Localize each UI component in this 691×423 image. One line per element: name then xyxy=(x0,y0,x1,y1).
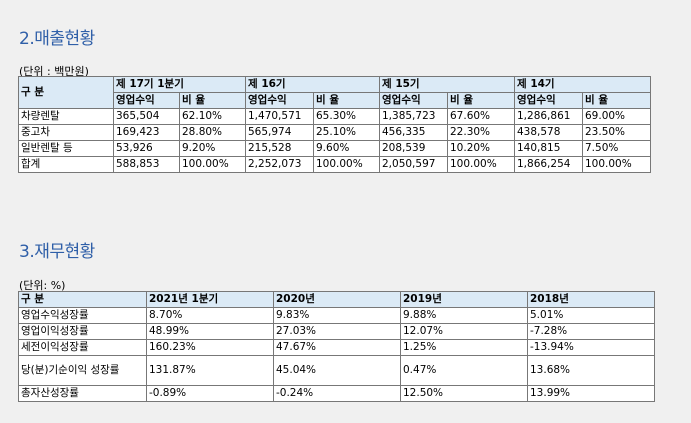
table-cell: 5.01% xyxy=(527,307,655,324)
table-cell: 9.88% xyxy=(400,307,528,324)
row-label: 세전이익성장률 xyxy=(18,339,147,356)
table-cell: 208,539 xyxy=(379,140,448,157)
table-cell: 47.67% xyxy=(273,339,401,356)
table-cell: 23.50% xyxy=(582,124,651,141)
finance-section-title: 3.재무현황 xyxy=(19,242,95,262)
revenue-subheader: 영업수익 xyxy=(514,92,583,109)
table-cell: 2,252,073 xyxy=(245,156,314,173)
sales-section-title: 2.매출현황 xyxy=(19,29,95,49)
table-cell: 13.99% xyxy=(527,385,655,402)
table-row: 총자산성장률 -0.89% -0.24% 12.50% 13.99% xyxy=(18,385,655,402)
sales-unit-label: (단위 : 백만원) xyxy=(19,65,89,78)
table-cell: 67.60% xyxy=(447,108,515,125)
table-cell: 62.10% xyxy=(179,108,246,125)
table-cell: 9.20% xyxy=(179,140,246,157)
row-label: 중고차 xyxy=(18,124,114,141)
table-cell: 140,815 xyxy=(514,140,583,157)
finance-corner-header: 구 분 xyxy=(18,291,147,308)
sales-table: 구 분 제 17기 1분기 제 16기 제 15기 제 14기 영업수익 비 율… xyxy=(18,76,651,173)
row-label: 합계 xyxy=(18,156,114,173)
table-cell: 48.99% xyxy=(146,323,274,340)
year-header: 2021년 1분기 xyxy=(146,291,274,308)
period-header: 제 16기 xyxy=(245,76,380,93)
sales-corner-header: 구 분 xyxy=(18,76,114,109)
table-cell: 565,974 xyxy=(245,124,314,141)
table-cell: 9.60% xyxy=(313,140,380,157)
ratio-subheader: 비 율 xyxy=(313,92,380,109)
year-header: 2019년 xyxy=(400,291,528,308)
revenue-subheader: 영업수익 xyxy=(113,92,180,109)
table-cell: 53,926 xyxy=(113,140,180,157)
table-row: 중고차 169,423 28.80% 565,974 25.10% 456,33… xyxy=(18,124,651,141)
table-cell: 160.23% xyxy=(146,339,274,356)
row-label: 일반렌탈 등 xyxy=(18,140,114,157)
table-cell: 65.30% xyxy=(313,108,380,125)
ratio-subheader: 비 율 xyxy=(447,92,515,109)
row-label: 총자산성장률 xyxy=(18,385,147,402)
table-cell: 438,578 xyxy=(514,124,583,141)
table-row: 당(분)기순이익 성장률 131.87% 45.04% 0.47% 13.68% xyxy=(18,355,655,386)
table-cell: 365,504 xyxy=(113,108,180,125)
revenue-subheader: 영업수익 xyxy=(379,92,448,109)
revenue-subheader: 영업수익 xyxy=(245,92,314,109)
table-cell: -7.28% xyxy=(527,323,655,340)
finance-table: 구 분 2021년 1분기 2020년 2019년 2018년 영업수익성장률 … xyxy=(18,291,655,402)
finance-unit-label: (단위: %) xyxy=(19,279,66,292)
row-label: 차량렌탈 xyxy=(18,108,114,125)
table-row: 일반렌탈 등 53,926 9.20% 215,528 9.60% 208,53… xyxy=(18,140,651,157)
period-header: 제 14기 xyxy=(514,76,651,93)
table-row: 영업이익성장률 48.99% 27.03% 12.07% -7.28% xyxy=(18,323,655,340)
table-row: 차량렌탈 365,504 62.10% 1,470,571 65.30% 1,3… xyxy=(18,108,651,125)
table-cell: 1,286,861 xyxy=(514,108,583,125)
table-cell: 456,335 xyxy=(379,124,448,141)
table-cell: 0.47% xyxy=(400,355,528,386)
year-header: 2020년 xyxy=(273,291,401,308)
table-cell: 215,528 xyxy=(245,140,314,157)
table-row: 영업수익성장률 8.70% 9.83% 9.88% 5.01% xyxy=(18,307,655,324)
table-cell: 1,866,254 xyxy=(514,156,583,173)
table-cell: 100.00% xyxy=(313,156,380,173)
table-cell: 131.87% xyxy=(146,355,274,386)
table-cell: -13.94% xyxy=(527,339,655,356)
table-cell: 12.07% xyxy=(400,323,528,340)
table-cell: 69.00% xyxy=(582,108,651,125)
table-cell: 25.10% xyxy=(313,124,380,141)
row-label: 영업이익성장률 xyxy=(18,323,147,340)
table-cell: -0.89% xyxy=(146,385,274,402)
table-cell: 2,050,597 xyxy=(379,156,448,173)
table-cell: 22.30% xyxy=(447,124,515,141)
row-label: 당(분)기순이익 성장률 xyxy=(18,355,147,386)
table-cell: 8.70% xyxy=(146,307,274,324)
table-cell: 1.25% xyxy=(400,339,528,356)
table-cell: 100.00% xyxy=(447,156,515,173)
period-header: 제 15기 xyxy=(379,76,515,93)
table-cell: 100.00% xyxy=(582,156,651,173)
table-cell: 100.00% xyxy=(179,156,246,173)
table-cell: 10.20% xyxy=(447,140,515,157)
table-cell: 12.50% xyxy=(400,385,528,402)
year-header: 2018년 xyxy=(527,291,655,308)
row-label: 영업수익성장률 xyxy=(18,307,147,324)
table-row: 합계 588,853 100.00% 2,252,073 100.00% 2,0… xyxy=(18,156,651,173)
table-cell: -0.24% xyxy=(273,385,401,402)
table-cell: 7.50% xyxy=(582,140,651,157)
table-cell: 588,853 xyxy=(113,156,180,173)
ratio-subheader: 비 율 xyxy=(582,92,651,109)
table-cell: 169,423 xyxy=(113,124,180,141)
table-cell: 28.80% xyxy=(179,124,246,141)
table-cell: 13.68% xyxy=(527,355,655,386)
table-cell: 1,385,723 xyxy=(379,108,448,125)
table-cell: 27.03% xyxy=(273,323,401,340)
ratio-subheader: 비 율 xyxy=(179,92,246,109)
period-header: 제 17기 1분기 xyxy=(113,76,246,93)
table-cell: 1,470,571 xyxy=(245,108,314,125)
table-row: 세전이익성장률 160.23% 47.67% 1.25% -13.94% xyxy=(18,339,655,356)
table-cell: 45.04% xyxy=(273,355,401,386)
table-cell: 9.83% xyxy=(273,307,401,324)
